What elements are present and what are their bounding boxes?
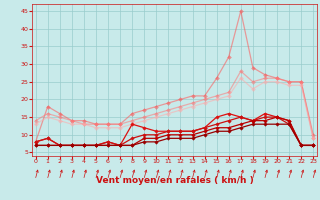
- X-axis label: Vent moyen/en rafales ( km/h ): Vent moyen/en rafales ( km/h ): [96, 176, 253, 185]
